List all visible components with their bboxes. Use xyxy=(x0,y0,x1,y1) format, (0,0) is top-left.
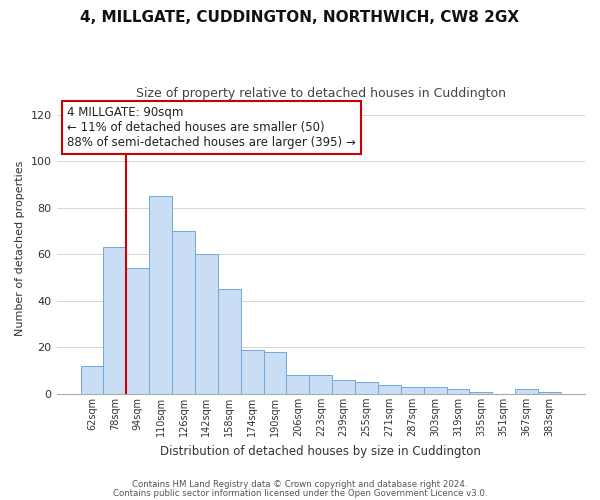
Bar xyxy=(446,389,469,394)
Bar xyxy=(172,231,195,394)
Bar xyxy=(127,268,149,394)
Bar xyxy=(149,196,172,394)
Text: 4, MILLGATE, CUDDINGTON, NORTHWICH, CW8 2GX: 4, MILLGATE, CUDDINGTON, NORTHWICH, CW8 … xyxy=(80,10,520,25)
Bar xyxy=(515,389,538,394)
Title: Size of property relative to detached houses in Cuddington: Size of property relative to detached ho… xyxy=(136,88,506,101)
Text: Contains HM Land Registry data © Crown copyright and database right 2024.: Contains HM Land Registry data © Crown c… xyxy=(132,480,468,489)
Bar xyxy=(355,382,378,394)
Bar xyxy=(469,392,493,394)
Bar xyxy=(80,366,103,394)
Bar xyxy=(103,248,127,394)
Bar xyxy=(263,352,286,394)
Bar xyxy=(424,387,446,394)
X-axis label: Distribution of detached houses by size in Cuddington: Distribution of detached houses by size … xyxy=(160,444,481,458)
Text: Contains public sector information licensed under the Open Government Licence v3: Contains public sector information licen… xyxy=(113,489,487,498)
Bar xyxy=(310,376,332,394)
Bar xyxy=(401,387,424,394)
Bar xyxy=(241,350,263,394)
Bar xyxy=(538,392,561,394)
Bar xyxy=(286,376,310,394)
Y-axis label: Number of detached properties: Number of detached properties xyxy=(15,161,25,336)
Bar xyxy=(332,380,355,394)
Bar xyxy=(195,254,218,394)
Text: 4 MILLGATE: 90sqm
← 11% of detached houses are smaller (50)
88% of semi-detached: 4 MILLGATE: 90sqm ← 11% of detached hous… xyxy=(67,106,356,149)
Bar xyxy=(218,289,241,394)
Bar xyxy=(378,384,401,394)
